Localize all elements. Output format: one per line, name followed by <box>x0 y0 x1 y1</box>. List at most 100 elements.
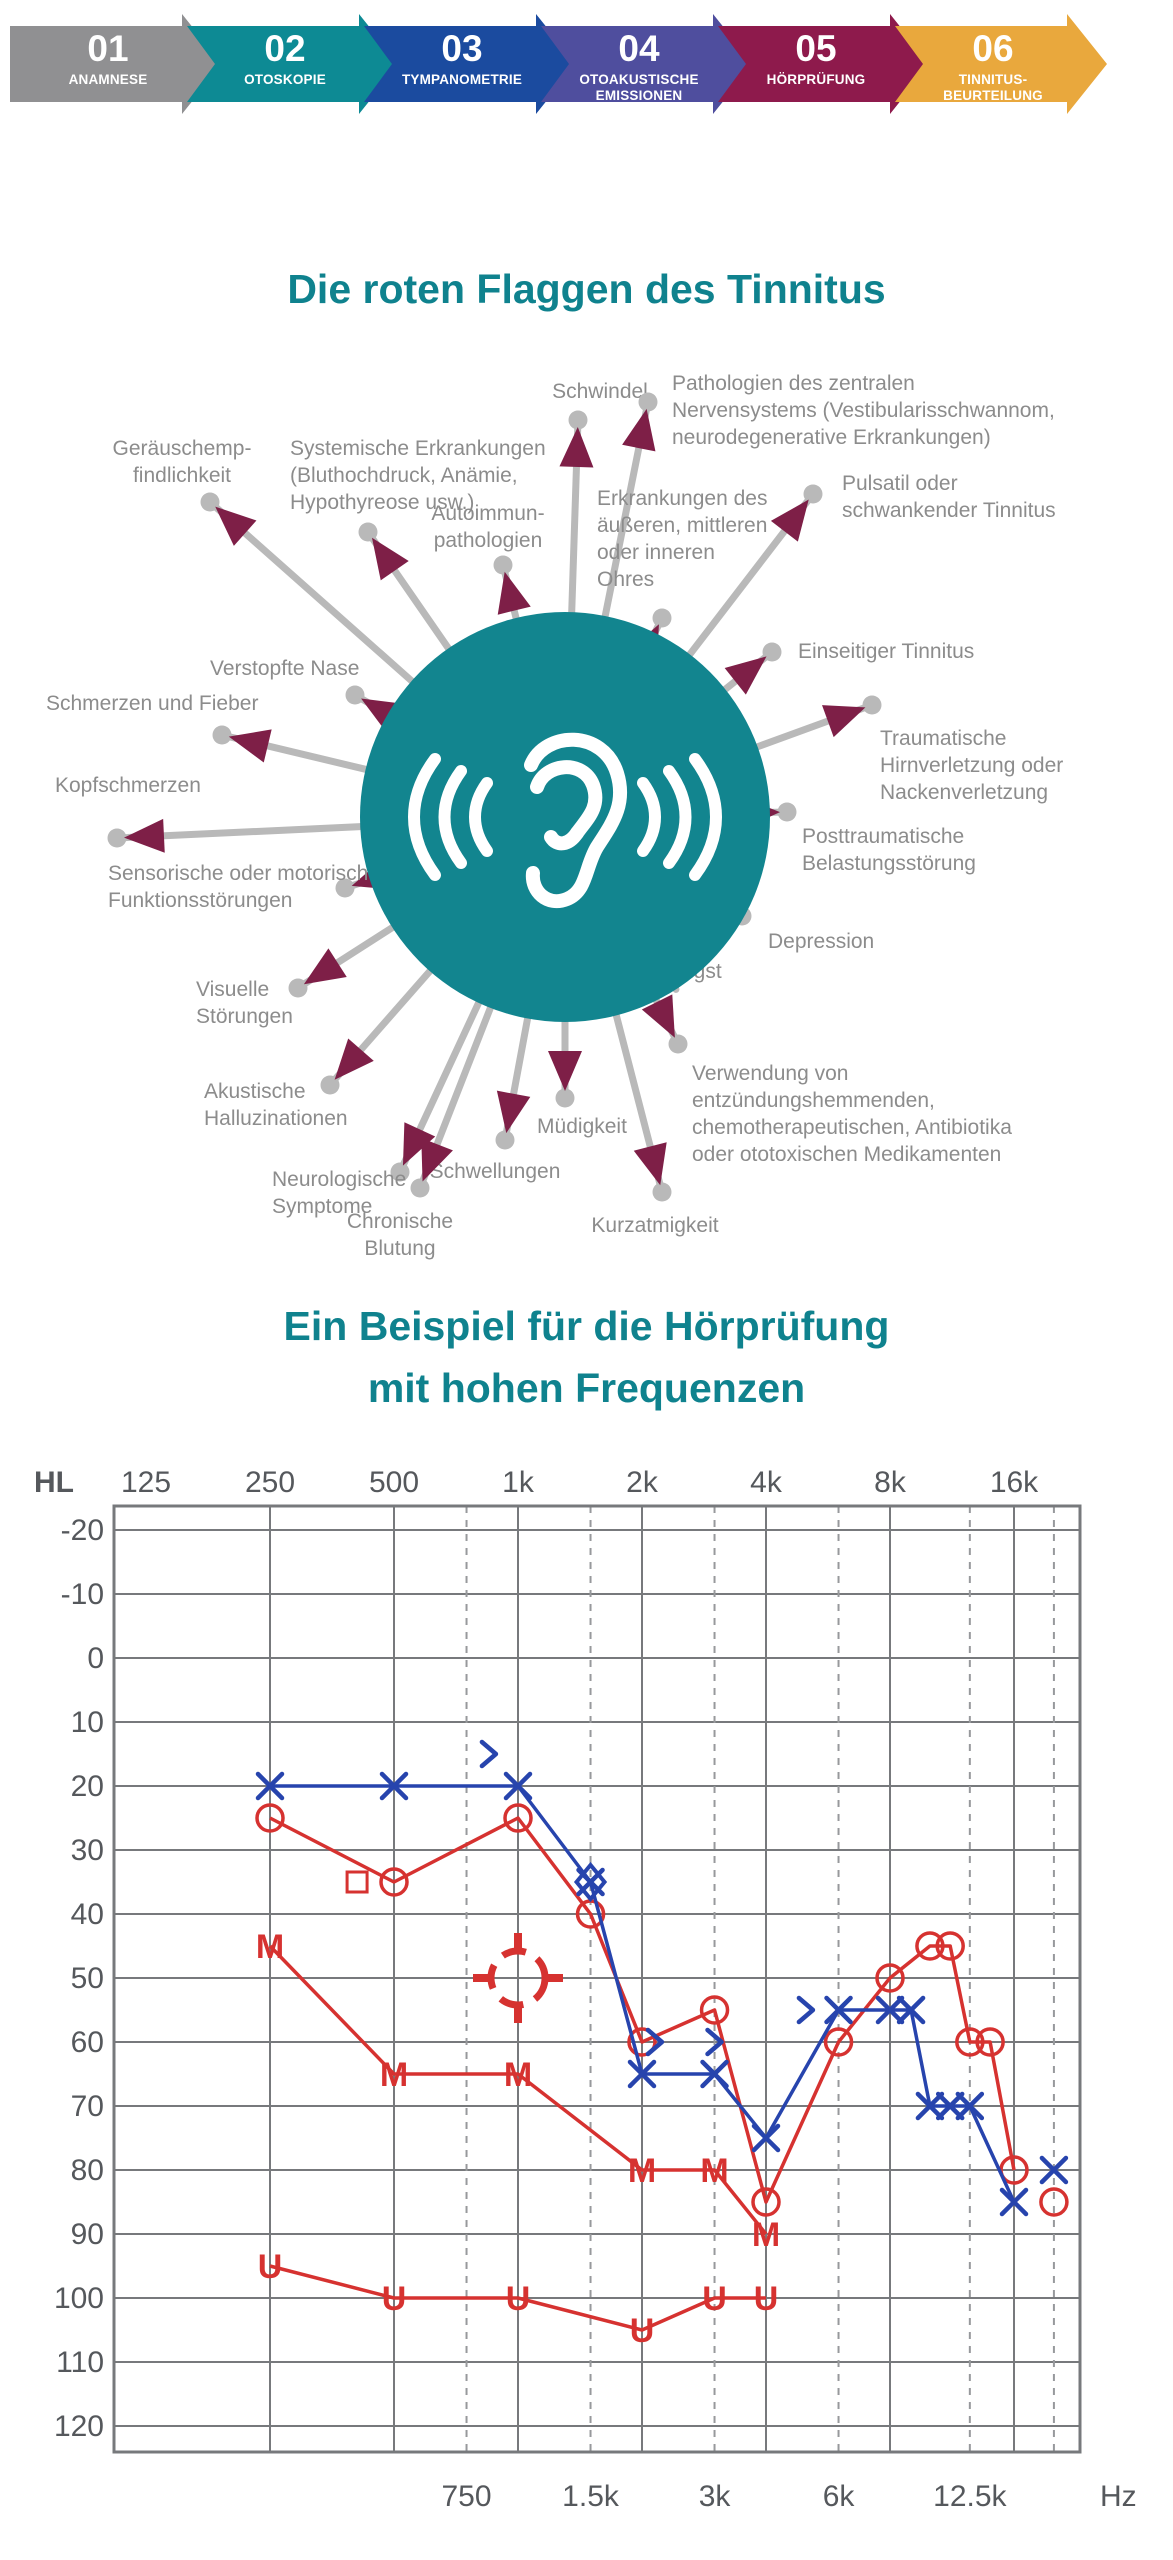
step-label: OTOSKOPIE <box>244 72 326 87</box>
svg-text:U: U <box>258 2248 283 2286</box>
flag-spoke: Pulsatil oder schwankender Tinnitus <box>686 472 1056 658</box>
flag-spoke: Systemische Erkrankungen (Bluthochdruck, … <box>290 437 546 652</box>
spoke-dot <box>652 1182 672 1202</box>
spoke-dot <box>495 1130 515 1150</box>
red-flag-icon <box>622 408 656 452</box>
y-axis-tick: 120 <box>54 2410 104 2443</box>
y-axis-tick: 90 <box>71 2218 104 2251</box>
svg-text:M: M <box>256 1928 284 1966</box>
step-label: TYMPANOMETRIE <box>401 72 523 87</box>
chevron-arrow-shape <box>895 14 1107 114</box>
red-flag-icon <box>497 571 531 615</box>
spoke-dot <box>200 492 220 512</box>
svg-text:U: U <box>506 2280 531 2318</box>
red-flags-diagram: Schwindel Pathologien des zentralen Nerven… <box>46 372 1063 1260</box>
flag-label: Akustische Halluzinationen <box>204 1080 348 1130</box>
step-label: TINNITUS- BEURTEILUNG <box>943 72 1043 103</box>
chevron-arrow-shape <box>541 14 753 114</box>
flag-spoke: Pathologien des zentralen Nervensystems (… <box>601 372 1055 620</box>
y-axis-tick: 110 <box>56 2346 104 2379</box>
top-axis-tick: 16k <box>990 1466 1039 1499</box>
y-axis-tick: 50 <box>71 1962 104 1995</box>
y-axis-tick: -20 <box>61 1514 104 1547</box>
spoke-dot <box>762 642 782 662</box>
red-flag-icon <box>303 948 347 985</box>
flag-label: Verstopfte Nase <box>210 657 359 680</box>
red-flag-icon <box>822 705 866 738</box>
svg-text:U: U <box>702 2280 727 2318</box>
y-axis-tick: -10 <box>61 1578 104 1611</box>
bottom-axis-tick: 12.5k <box>933 2480 1007 2513</box>
spoke-dot <box>568 410 588 430</box>
flag-spoke: Schwindel <box>552 380 648 616</box>
series-unmasked-arrows <box>479 1739 816 2057</box>
flag-label: Kurzatmigkeit <box>591 1214 718 1237</box>
flag-label: Neurologische Symptome <box>272 1168 406 1218</box>
flag-label: Posttraumatische Belastungsstörung <box>802 825 976 875</box>
step-number: 02 <box>264 28 306 69</box>
flag-spoke: Kurzatmigkeit <box>591 1011 719 1237</box>
y-axis-tick: 30 <box>71 1834 104 1867</box>
process-step-05: 05 HÖRPRÜFUNG <box>718 14 930 127</box>
flag-label: Visuelle Störungen <box>196 978 293 1028</box>
spoke-dot <box>638 392 658 412</box>
series-air-conduction-X-isolated <box>1039 2155 1069 2185</box>
flag-label: Autoimmun-pathologien <box>431 502 544 552</box>
flag-label: Geräuschemp-findlichkeit <box>113 437 252 487</box>
flag-spoke: Posttraumatische Belastungsstörung <box>739 796 976 875</box>
step-label: ANAMNESE <box>68 72 148 87</box>
spoke-dot <box>652 608 672 628</box>
red-flag-icon <box>724 656 767 695</box>
bottom-axis-tick: 3k <box>699 2480 732 2513</box>
flag-spoke: Schwellungen <box>430 1015 560 1183</box>
spoke-dot <box>335 878 355 898</box>
flag-label: Schmerzen und Fieber <box>46 692 258 715</box>
flag-spoke: Autoimmun-pathologien <box>431 502 545 622</box>
flag-spoke: Verwendung von entzündungshemmenden, chemo… <box>641 994 1012 1166</box>
top-axis-tick: 250 <box>245 1466 295 1499</box>
y-axis-tick: 40 <box>71 1898 104 1931</box>
y-axis-tick: 80 <box>71 2154 104 2187</box>
red-flag-icon <box>633 1142 667 1186</box>
red-flag-icon <box>402 1122 436 1166</box>
top-axis-tick: 1k <box>502 1466 535 1499</box>
y-axis-tick: 0 <box>87 1642 104 1675</box>
svg-text:U: U <box>754 2280 779 2318</box>
red-flag-icon <box>371 537 409 581</box>
flag-spoke: Geräuschemp-findlichkeit <box>113 437 416 685</box>
step-number: 06 <box>972 28 1014 69</box>
chevron-arrow-shape <box>10 14 222 114</box>
flag-label: Traumatische Hirnverletzung oder Nackenver… <box>880 727 1063 804</box>
spoke-dot <box>410 1178 430 1198</box>
series-air-conduction-circle-isolated <box>1039 2187 1069 2217</box>
svg-text:M: M <box>380 2056 408 2094</box>
top-axis-tick: 500 <box>369 1466 419 1499</box>
flag-label: Erkrankungen des äußeren, mittleren oder i… <box>597 487 767 591</box>
flag-spoke: Neurologische Symptome <box>272 999 483 1218</box>
process-steps-banner: 01 ANAMNESE 02 OTOSKOPIE 03 TYMPANOMETRIE 04 OT… <box>10 14 1163 127</box>
hz-axis-label: Hz <box>1100 2480 1137 2513</box>
spoke-dot <box>862 695 882 715</box>
red-flags-title: Die roten Flaggen des Tinnitus <box>287 266 886 312</box>
flag-spoke: Akustische Halluzinationen <box>204 967 434 1130</box>
bottom-axis-tick: 6k <box>823 2480 856 2513</box>
audiogram-title-line2: mit hohen Frequenzen <box>367 1364 806 1411</box>
flag-spoke: Müdigkeit <box>537 1018 627 1138</box>
flag-label: Verwendung von entzündungshemmenden, chemo… <box>692 1062 1012 1166</box>
series-uncomfortable-U: UU UUU U <box>258 2248 779 2350</box>
chevron-arrow-shape <box>718 14 930 114</box>
flag-spoke: Kopfschmerzen <box>55 774 364 853</box>
flag-spoke: Traumatische Hirnverletzung oder Nackenver… <box>754 695 1063 804</box>
flag-label: Systemische Erkrankungen (Bluthochdruck, … <box>290 437 546 514</box>
process-step-03: 03 TYMPANOMETRIE <box>364 14 576 127</box>
spoke-dot <box>358 522 378 542</box>
audiogram-title-line1: Ein Beispiel für die Hörprüfung <box>283 1303 890 1349</box>
ear-with-sound-waves-icon <box>360 612 770 1022</box>
flag-spoke: Sensorische oder motorische Funktionsstör… <box>108 857 395 912</box>
flag-label: Einseitiger Tinnitus <box>798 640 974 663</box>
spoke-dot <box>777 802 797 822</box>
spoke-dot <box>555 1088 575 1108</box>
red-flag-icon <box>421 1138 453 1182</box>
red-flag-icon <box>228 729 272 763</box>
